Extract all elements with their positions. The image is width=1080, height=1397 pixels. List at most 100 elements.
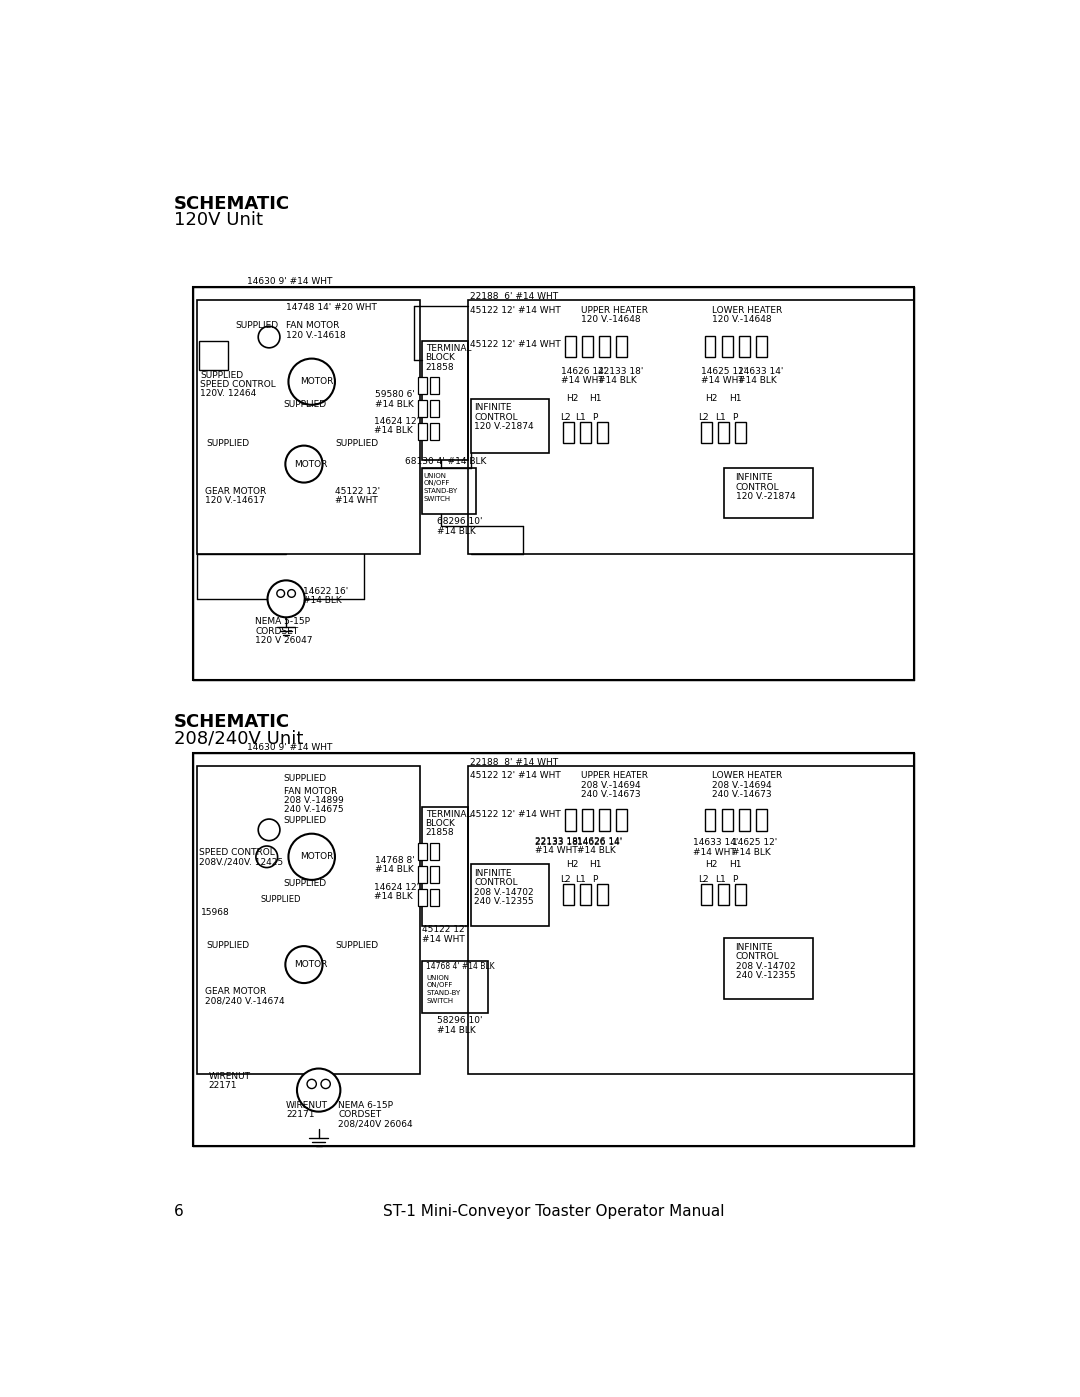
Text: P: P	[732, 414, 738, 422]
Text: H2: H2	[705, 394, 718, 404]
Bar	[721, 335, 732, 358]
Bar	[580, 422, 591, 443]
Text: 21858: 21858	[426, 363, 455, 372]
Bar	[193, 753, 914, 1146]
Text: #14 WHT: #14 WHT	[693, 848, 735, 856]
Text: L2: L2	[559, 876, 570, 884]
Text: 120 V.-14648: 120 V.-14648	[713, 314, 772, 324]
Text: UPPER HEATER: UPPER HEATER	[581, 306, 648, 314]
Text: GEAR MOTOR: GEAR MOTOR	[205, 486, 266, 496]
Text: 45122 12': 45122 12'	[335, 486, 380, 496]
Bar	[430, 400, 438, 418]
Bar	[418, 866, 428, 883]
Text: SUPPLIED: SUPPLIED	[284, 879, 327, 888]
Circle shape	[287, 590, 296, 598]
Text: 120 V.-14617: 120 V.-14617	[205, 496, 265, 504]
Text: ON/OFF: ON/OFF	[427, 982, 453, 989]
Text: 22188  8' #14 WHT: 22188 8' #14 WHT	[470, 757, 558, 767]
Text: SUPPLIED: SUPPLIED	[284, 816, 327, 826]
Text: P: P	[592, 414, 597, 422]
Text: SCHEMATIC: SCHEMATIC	[174, 194, 289, 212]
Bar	[701, 884, 712, 905]
Circle shape	[288, 359, 335, 405]
Text: TERMINAL: TERMINAL	[426, 344, 471, 353]
Bar	[469, 766, 914, 1074]
Text: 22188  6' #14 WHT: 22188 6' #14 WHT	[470, 292, 558, 300]
Text: #14 BLK: #14 BLK	[437, 527, 476, 535]
Bar	[430, 423, 438, 440]
Text: SUPPLIED: SUPPLIED	[235, 321, 279, 330]
Bar	[734, 884, 745, 905]
Bar	[724, 468, 813, 518]
Bar	[471, 865, 549, 926]
Text: SUPPLIED: SUPPLIED	[260, 895, 301, 904]
Bar	[422, 961, 488, 1013]
Text: H1: H1	[590, 861, 602, 869]
Text: STAND-BY: STAND-BY	[423, 488, 458, 495]
Text: #14 WHT: #14 WHT	[422, 935, 464, 944]
Text: H2: H2	[705, 861, 718, 869]
Bar	[422, 806, 469, 926]
Bar	[418, 400, 428, 418]
Bar	[193, 286, 914, 680]
Bar	[599, 809, 610, 831]
Text: H2: H2	[566, 394, 578, 404]
Text: SUPPLIED: SUPPLIED	[284, 774, 327, 782]
Text: LOWER HEATER: LOWER HEATER	[713, 771, 783, 781]
Text: GEAR MOTOR: GEAR MOTOR	[205, 988, 266, 996]
Bar	[718, 422, 729, 443]
Text: UPPER HEATER: UPPER HEATER	[581, 771, 648, 781]
Text: 208/240V Unit: 208/240V Unit	[174, 729, 303, 747]
Text: 22133 18': 22133 18'	[535, 837, 580, 847]
Text: 45122 12' #14 WHT: 45122 12' #14 WHT	[470, 810, 561, 819]
Text: CORDSET: CORDSET	[255, 627, 298, 636]
Bar	[756, 809, 767, 831]
Bar	[582, 335, 593, 358]
Text: #14 BLK: #14 BLK	[375, 400, 414, 408]
Bar	[739, 335, 750, 358]
Text: ST-1 Mini-Conveyor Toaster Operator Manual: ST-1 Mini-Conveyor Toaster Operator Manu…	[382, 1204, 725, 1220]
Text: 208 V.-14899: 208 V.-14899	[284, 796, 343, 805]
Text: #14 BLK: #14 BLK	[303, 597, 342, 605]
Circle shape	[285, 946, 323, 983]
Text: #14 WHT: #14 WHT	[701, 376, 743, 386]
Text: INFINITE: INFINITE	[735, 474, 773, 482]
Text: 208 V.-14694: 208 V.-14694	[581, 781, 640, 789]
Text: 14630 9' #14 WHT: 14630 9' #14 WHT	[247, 277, 333, 286]
Text: #14 BLK: #14 BLK	[374, 426, 413, 436]
Text: 208 V.-14694: 208 V.-14694	[713, 781, 772, 789]
Text: STAND-BY: STAND-BY	[427, 990, 461, 996]
Text: 208/240V 26064: 208/240V 26064	[338, 1119, 413, 1129]
Text: 120 V.-21874: 120 V.-21874	[735, 492, 795, 502]
Text: 240 V.-14673: 240 V.-14673	[581, 789, 640, 799]
Bar	[756, 335, 767, 358]
Bar	[418, 842, 428, 861]
Circle shape	[268, 580, 305, 617]
Bar	[422, 341, 469, 460]
Text: 14768 8': 14768 8'	[375, 856, 415, 865]
Bar	[704, 809, 715, 831]
Bar	[724, 937, 813, 999]
Bar	[197, 300, 420, 555]
Text: 22171: 22171	[286, 1111, 314, 1119]
Text: 14624 12': 14624 12'	[374, 883, 419, 893]
Text: 208 V.-14702: 208 V.-14702	[735, 961, 795, 971]
Text: MOTOR: MOTOR	[300, 852, 334, 862]
Bar	[430, 866, 438, 883]
Text: 6: 6	[174, 1204, 184, 1220]
Text: FAN MOTOR: FAN MOTOR	[286, 321, 339, 330]
Text: 15968: 15968	[201, 908, 230, 918]
Bar	[597, 884, 608, 905]
Text: SUPPLIED: SUPPLIED	[206, 940, 249, 950]
Bar	[469, 300, 914, 555]
Text: 240 V.-14675: 240 V.-14675	[284, 805, 343, 814]
Circle shape	[321, 1080, 330, 1088]
Text: 58296 10': 58296 10'	[437, 1016, 483, 1025]
Text: SUPPLIED: SUPPLIED	[335, 940, 378, 950]
Text: 240 V.-12355: 240 V.-12355	[474, 897, 535, 905]
Text: NEMA 5-15P: NEMA 5-15P	[255, 617, 310, 626]
Text: 14626 14': 14626 14'	[577, 837, 622, 847]
Bar	[565, 809, 576, 831]
Text: #14 WHT: #14 WHT	[535, 847, 578, 855]
Text: INFINITE: INFINITE	[474, 869, 512, 879]
